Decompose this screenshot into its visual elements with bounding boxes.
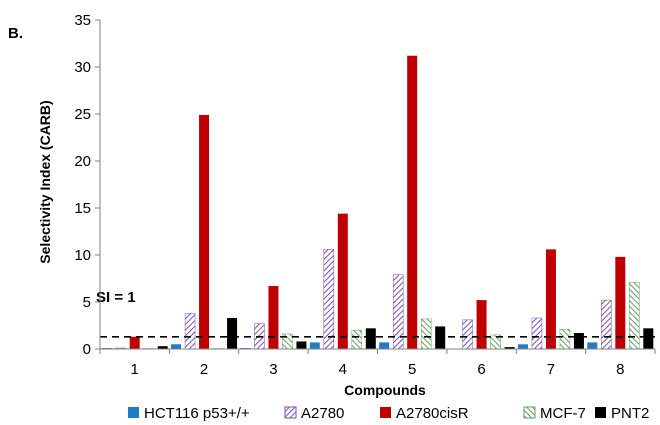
bar-pnt2-compound-2 <box>227 317 238 349</box>
x-tick-label: 3 <box>269 361 277 378</box>
legend-swatch-a2780 <box>284 406 297 419</box>
legend-label-a2780cisr: A2780cisR <box>396 405 469 422</box>
legend-label-hct116-p53: HCT116 p53+/+ <box>144 405 250 422</box>
bar-a2780cisr-compound-4 <box>337 213 348 349</box>
y-axis-ticks: 0 5 10 15 20 25 30 35 <box>74 12 100 358</box>
y-tick-label: 30 <box>74 59 91 76</box>
bar-a2780cisr-compound-5 <box>407 55 418 349</box>
y-tick-label: 35 <box>74 12 91 29</box>
bar-mcf-7-compound-7 <box>559 329 571 350</box>
x-axis-ticks: 1 2 3 4 5 6 7 8 <box>99 349 656 378</box>
bar-a2780cisr-compound-7 <box>545 249 556 349</box>
bar-a2780cisr-compound-6 <box>476 300 487 349</box>
x-tick-label: 1 <box>131 361 139 378</box>
x-tick-label: 2 <box>200 361 208 378</box>
bar-hct116-p53-compound-8 <box>587 342 598 349</box>
bar-pnt2-compound-3 <box>296 341 307 349</box>
legend-label-pnt2: PNT2 <box>611 405 649 422</box>
bar-a2780-compound-5 <box>392 274 404 350</box>
bar-pnt2-compound-7 <box>573 333 584 349</box>
bar-pnt2-compound-1 <box>157 346 168 349</box>
legend-swatch-hct116-p53 <box>128 407 139 418</box>
y-tick-label: 25 <box>74 106 91 123</box>
y-axis-title: Selectivity Index (CARB) <box>37 100 53 263</box>
y-tick-label: 15 <box>74 200 91 217</box>
bar-pnt2-compound-8 <box>643 328 654 349</box>
si-annotation: SI = 1 <box>96 289 136 306</box>
bar-pnt2-compound-5 <box>435 326 446 349</box>
bar-series <box>101 55 654 350</box>
x-tick-label: 5 <box>408 361 416 378</box>
bar-mcf-7-compound-4 <box>351 329 363 350</box>
bar-hct116-p53-compound-2 <box>171 344 182 349</box>
x-tick-label: 6 <box>477 361 485 378</box>
bar-a2780cisr-compound-1 <box>129 336 140 349</box>
bar-a2780-compound-4 <box>323 249 335 350</box>
bar-pnt2-compound-6 <box>504 347 515 349</box>
x-axis-title: Compounds <box>344 382 426 398</box>
legend-label-a2780: A2780 <box>301 405 344 422</box>
bar-a2780cisr-compound-8 <box>615 256 626 349</box>
bar-a2780cisr-compound-3 <box>268 286 279 349</box>
legend: HCT116 p53+/+ A2780 A2780cisR MCF-7 PNT2 <box>128 405 649 422</box>
x-tick-label: 7 <box>547 361 555 378</box>
panel-label: B. <box>8 25 23 42</box>
legend-swatch-pnt2 <box>595 407 606 418</box>
legend-swatch-mcf-7 <box>523 406 536 419</box>
bar-hct116-p53-compound-7 <box>517 344 528 349</box>
bar-mcf-7-compound-5 <box>420 318 432 350</box>
bar-a2780-compound-6 <box>462 319 473 350</box>
bar-mcf-7-compound-8 <box>629 282 640 350</box>
bar-hct116-p53-compound-5 <box>379 342 390 349</box>
y-tick-label: 20 <box>74 153 91 170</box>
y-tick-label: 10 <box>74 247 91 264</box>
x-tick-label: 4 <box>339 361 347 378</box>
y-tick-label: 0 <box>83 341 91 358</box>
bar-pnt2-compound-4 <box>365 328 376 349</box>
bar-a2780-compound-2 <box>184 313 196 350</box>
legend-label-mcf-7: MCF-7 <box>540 405 586 422</box>
y-tick-label: 5 <box>83 294 91 311</box>
bar-a2780-compound-8 <box>601 299 612 350</box>
legend-swatch-a2780cisr <box>380 407 391 418</box>
x-tick-label: 8 <box>616 361 624 378</box>
bar-a2780-compound-7 <box>531 317 543 350</box>
bar-hct116-p53-compound-4 <box>309 342 320 349</box>
bar-a2780cisr-compound-2 <box>199 114 210 349</box>
